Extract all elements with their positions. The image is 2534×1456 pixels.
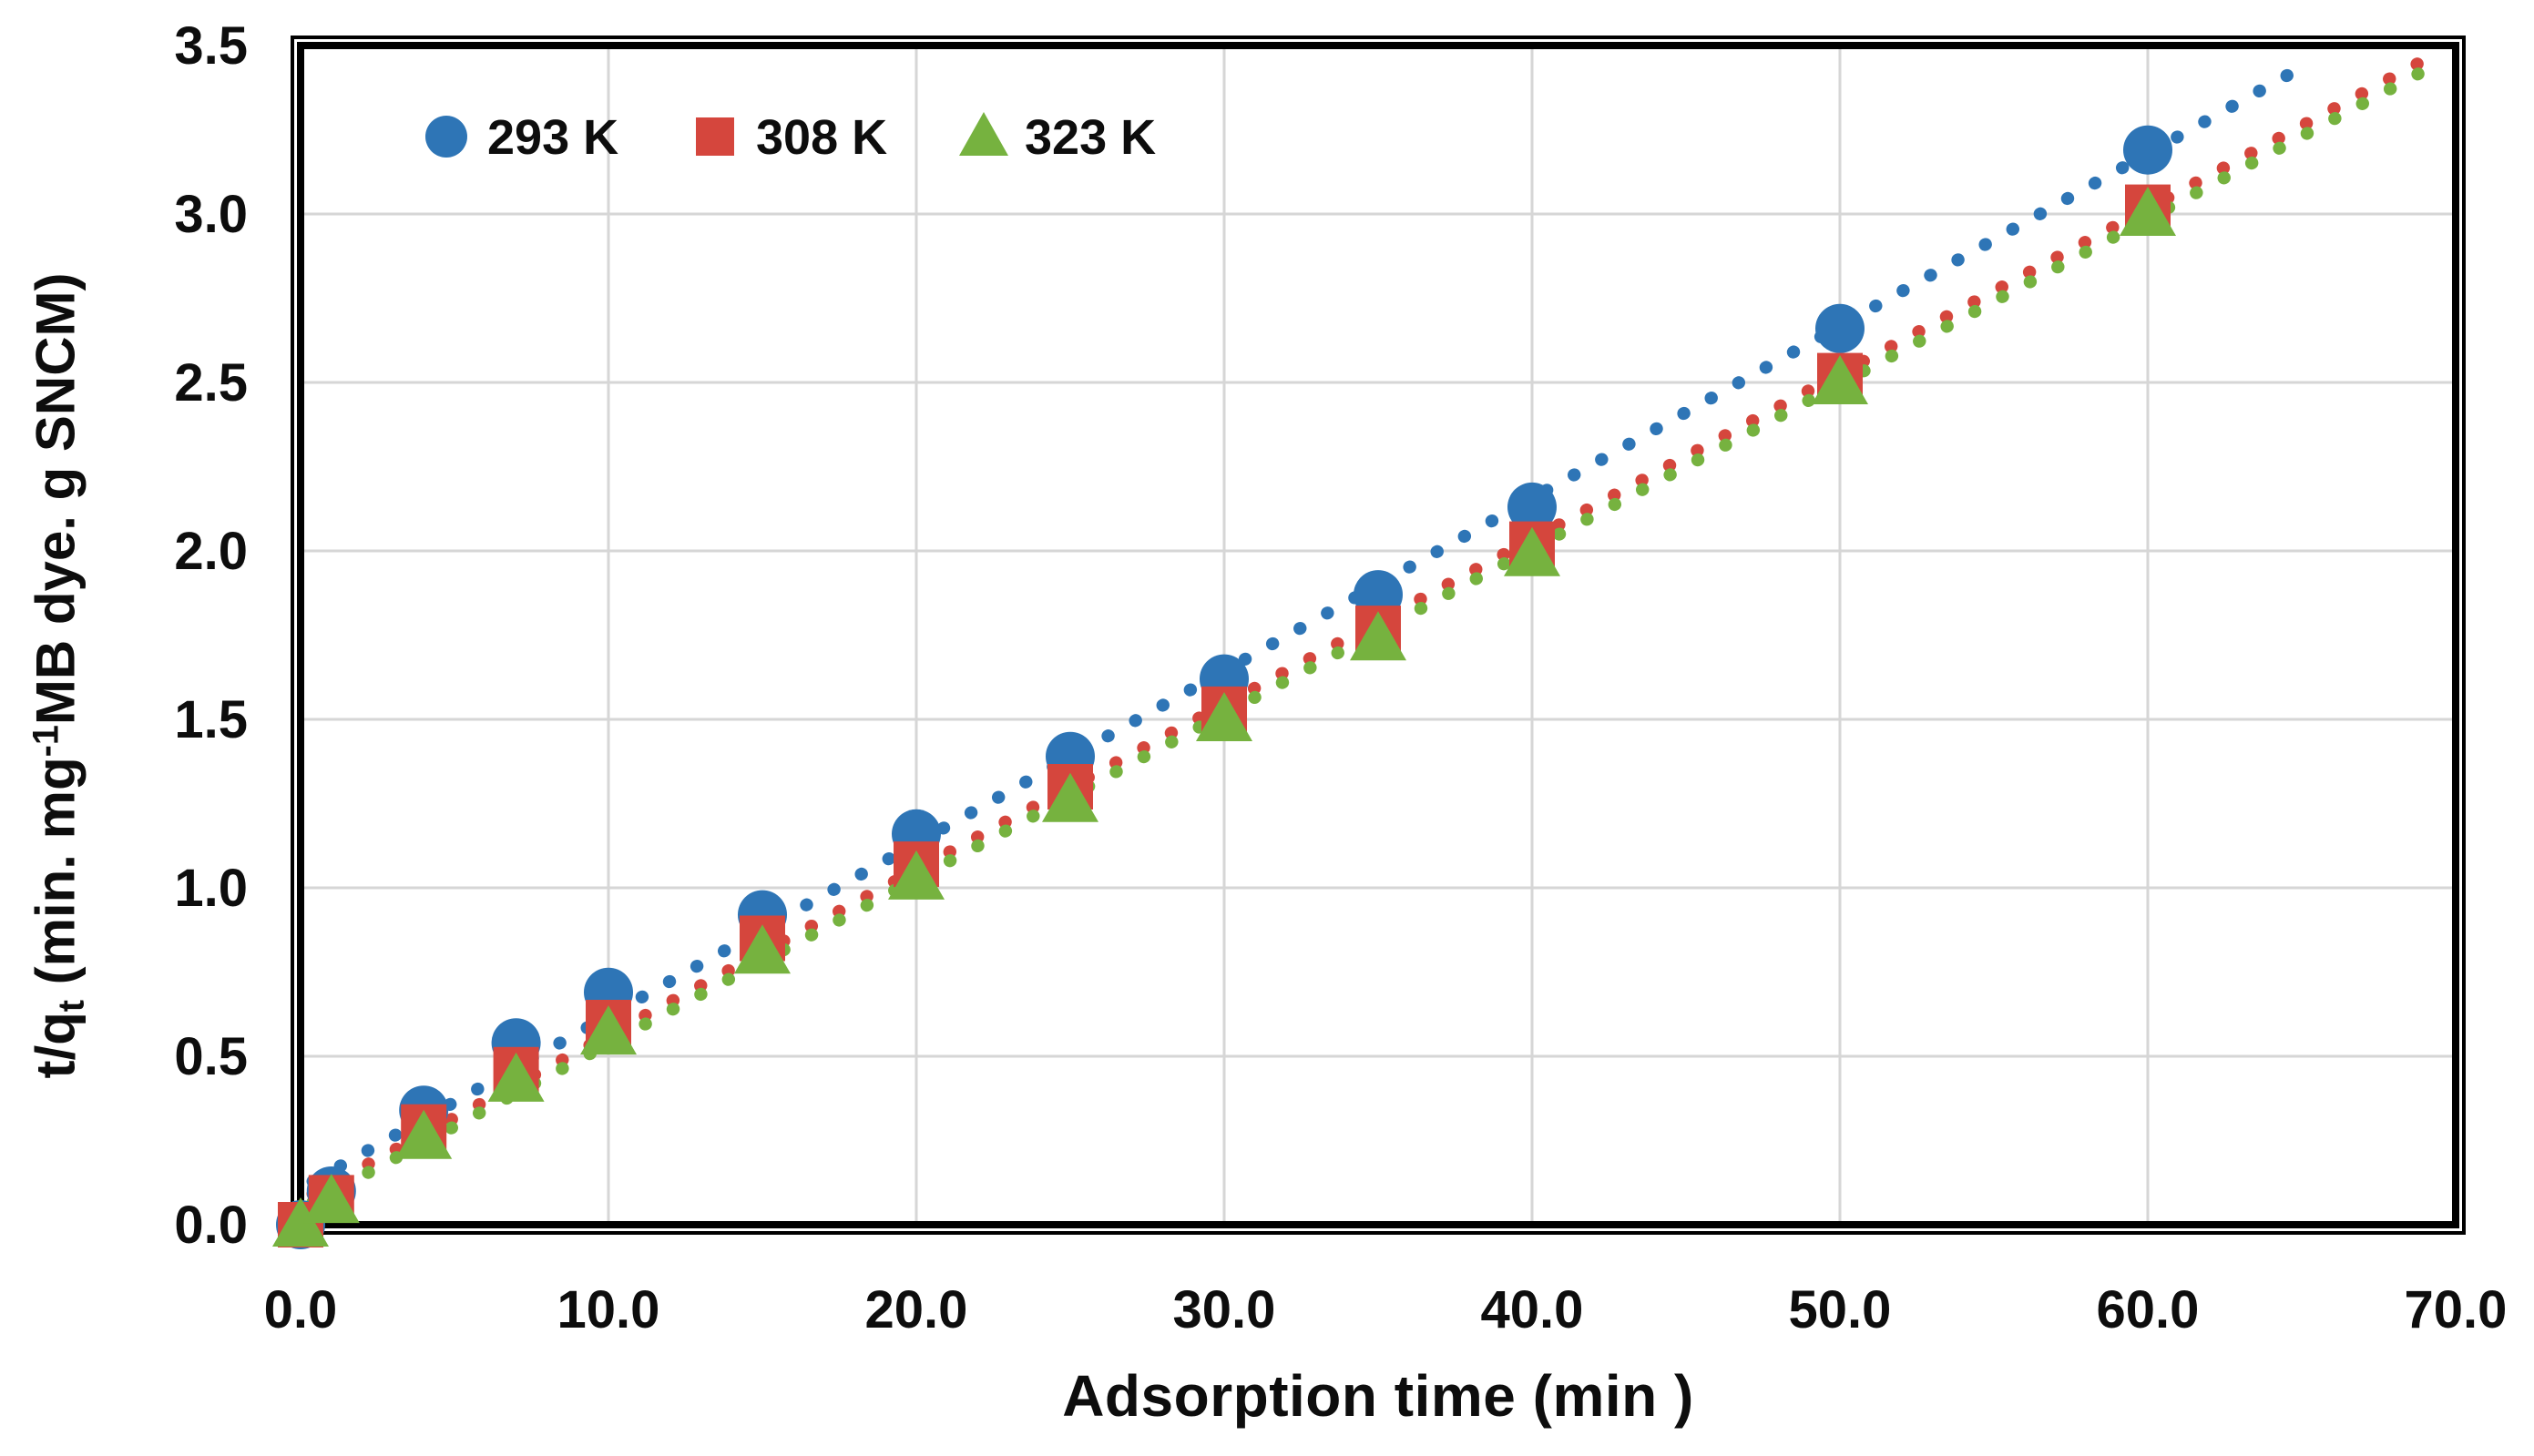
x-tick-label: 50.0 [1789,1280,1892,1339]
x-tick-label: 0.0 [264,1280,338,1339]
y-tick-label: 3.5 [174,16,248,76]
x-tick-label: 40.0 [1481,1280,1584,1339]
data-point-323k [1812,355,1868,404]
data-point-323k [1350,611,1406,661]
legend-label: 308 K [756,110,887,165]
y-title-part: MB dye. g SNCM) [25,272,87,726]
data-point-323k [487,1052,545,1102]
data-point-323k [1504,526,1560,576]
y-title-part: (min. mg [25,757,87,1001]
trendline-293k [306,56,2317,1188]
y-title-superscript: -1 [26,725,66,758]
data-point-293k [1507,482,1557,532]
x-tick-label: 30.0 [1173,1280,1276,1339]
data-point-323k [272,1197,329,1247]
plot-border [297,42,2459,1228]
legend-label: 323 K [1025,110,1156,165]
data-point-323k [734,924,791,974]
data-point-293k [2123,125,2172,175]
y-tick-label: 1.5 [174,690,248,749]
y-tick-label: 0.5 [174,1027,248,1086]
y-tick-label: 0.0 [174,1196,248,1255]
y-tick-label: 3.0 [174,185,248,244]
data-point-323k [1042,772,1098,822]
y-tick-label: 2.5 [174,353,248,412]
legend-label: 293 K [487,110,618,165]
y-title-subscript: t [51,1000,92,1013]
data-point-323k [580,1005,637,1055]
y-tick-label: 1.0 [174,859,248,918]
data-point-323k [2120,187,2176,236]
legend-marker-square-icon [696,117,734,156]
x-tick-label: 10.0 [557,1280,660,1339]
data-point-323k [1196,692,1252,741]
legend-marker-circle-icon [425,116,467,158]
x-tick-label: 20.0 [865,1280,968,1339]
legend-marker-triangle-icon [959,112,1008,156]
data-point-323k [888,850,945,900]
y-axis-title: t/qt (min. mg-1MB dye. g SNCM) [25,272,93,1078]
y-tick-label: 2.0 [174,522,248,581]
plot-border-outer [291,36,2466,1235]
x-tick-label: 60.0 [2097,1280,2200,1339]
x-axis-title: Adsorption time (min ) [1062,1363,1694,1429]
x-tick-label: 70.0 [2405,1280,2508,1339]
data-point-323k [302,1174,360,1224]
data-point-293k [1815,303,1865,353]
y-title-part: t/q [25,1012,87,1079]
data-point-323k [395,1109,453,1159]
